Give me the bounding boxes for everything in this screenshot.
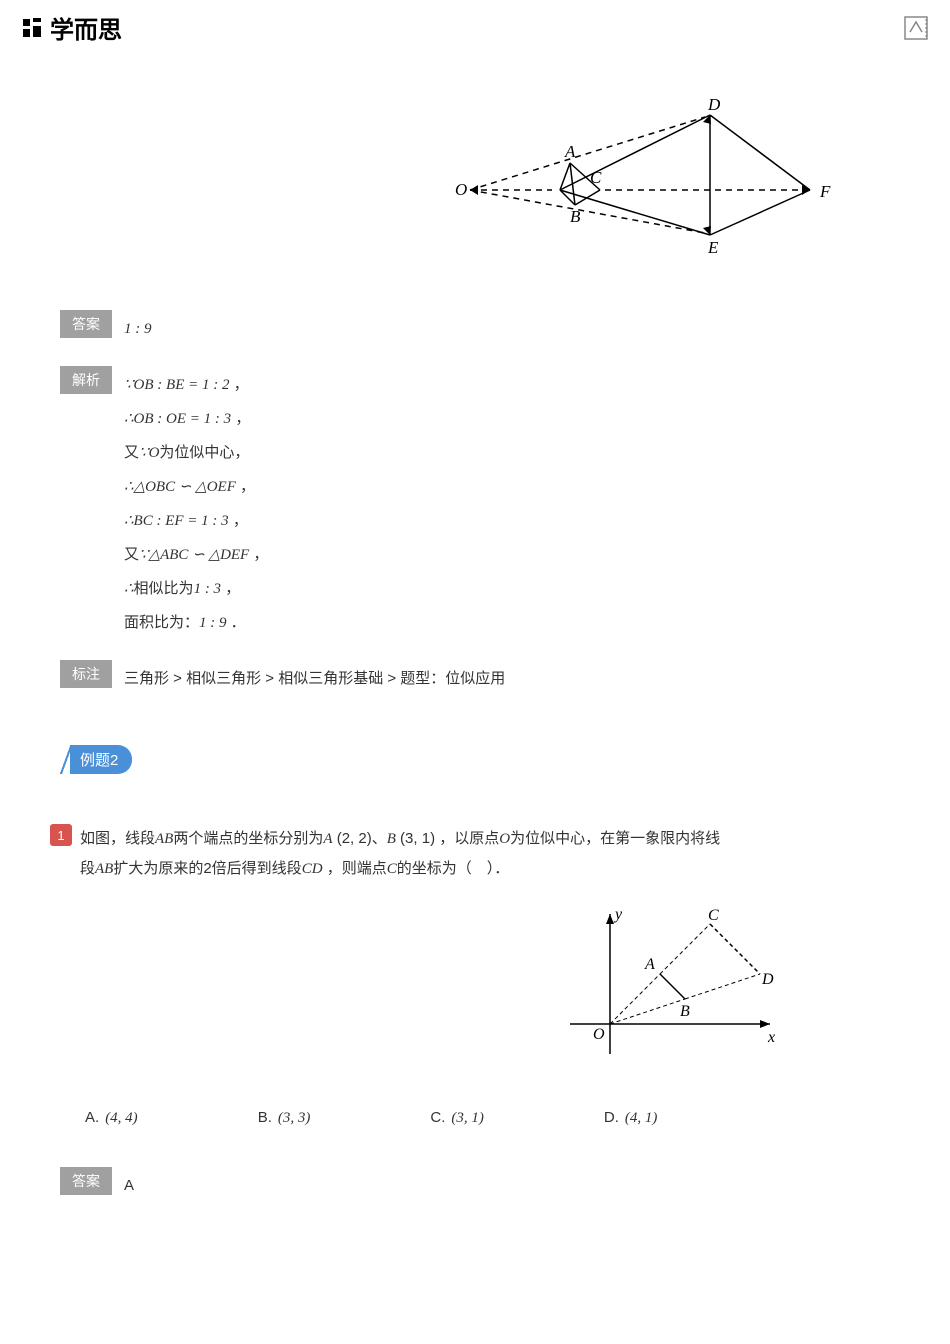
tags-section: 标注 三角形 > 相似三角形 > 相似三角形基础 > 题型：位似应用	[60, 660, 890, 695]
tags-label: 标注	[60, 660, 112, 688]
analysis-line: ∴OB : OE = 1 : 3 ，	[124, 402, 890, 436]
svg-text:A: A	[644, 956, 655, 973]
label-A: A	[564, 142, 576, 161]
label-B: B	[570, 207, 581, 226]
logo-text: 学而思	[50, 10, 122, 45]
brand-logo: 学而思	[20, 10, 122, 45]
answer-value-2: A	[124, 1167, 890, 1202]
analysis-label: 解析	[60, 366, 112, 394]
analysis-line: 面积比为：1 : 9 ．	[124, 606, 890, 640]
example-badge: 例题2	[70, 745, 132, 774]
diagram-coordinate: O x y A B C D	[540, 904, 790, 1089]
answer-value: 1 : 9	[124, 310, 890, 346]
svg-text:B: B	[680, 1003, 690, 1020]
answer-section-1: 答案 1 : 9	[60, 310, 890, 346]
option-a[interactable]: A.(4, 4)	[85, 1109, 138, 1127]
page-content: O A B C D E F 答案 1 : 9 解析 ∵OB : BE = 1 :…	[0, 55, 950, 1262]
page-header: 学而思	[0, 0, 950, 55]
answer-section-2: 答案 A	[60, 1167, 890, 1202]
example-header: 例题2	[60, 745, 132, 774]
svg-text:C: C	[708, 907, 719, 924]
answer-label-2: 答案	[60, 1167, 112, 1195]
option-c[interactable]: C.(3, 1)	[430, 1109, 484, 1127]
question-block: 1 如图，线段AB两个端点的坐标分别为A (2, 2)、B (3, 1) ，以原…	[60, 824, 890, 1127]
label-F: F	[819, 182, 831, 201]
label-D: D	[707, 95, 721, 114]
analysis-line: ∵OB : BE = 1 : 2 ，	[124, 368, 890, 402]
label-O: O	[455, 180, 467, 199]
analysis-line: ∴△OBC ∽ △OEF ，	[124, 470, 890, 504]
option-d[interactable]: D.(4, 1)	[604, 1109, 658, 1127]
analysis-line: 又∵O为位似中心，	[124, 436, 890, 470]
answer-options: A.(4, 4) B.(3, 3) C.(3, 1) D.(4, 1)	[85, 1109, 890, 1127]
question-text: 如图，线段AB两个端点的坐标分别为A (2, 2)、B (3, 1) ，以原点O…	[80, 824, 890, 884]
analysis-line: ∴相似比为1 : 3 ，	[124, 572, 890, 606]
annotate-icon[interactable]	[902, 14, 930, 42]
label-C: C	[590, 168, 602, 187]
answer-label: 答案	[60, 310, 112, 338]
logo-icon	[20, 16, 44, 40]
svg-text:D: D	[761, 971, 774, 988]
tags-text: 三角形 > 相似三角形 > 相似三角形基础 > 题型：位似应用	[124, 660, 890, 695]
diagram-similar-triangles: O A B C D E F	[430, 95, 850, 270]
analysis-content: ∵OB : BE = 1 : 2 ， ∴OB : OE = 1 : 3 ， 又∵…	[124, 366, 890, 640]
analysis-line: 又∵△ABC ∽ △DEF ，	[124, 538, 890, 572]
analysis-line: ∴BC : EF = 1 : 3 ，	[124, 504, 890, 538]
svg-text:y: y	[613, 906, 623, 923]
svg-text:x: x	[767, 1029, 775, 1046]
question-number: 1	[50, 824, 72, 846]
label-E: E	[707, 238, 719, 257]
option-b[interactable]: B.(3, 3)	[258, 1109, 311, 1127]
svg-text:O: O	[593, 1026, 605, 1043]
analysis-section: 解析 ∵OB : BE = 1 : 2 ， ∴OB : OE = 1 : 3 ，…	[60, 366, 890, 640]
